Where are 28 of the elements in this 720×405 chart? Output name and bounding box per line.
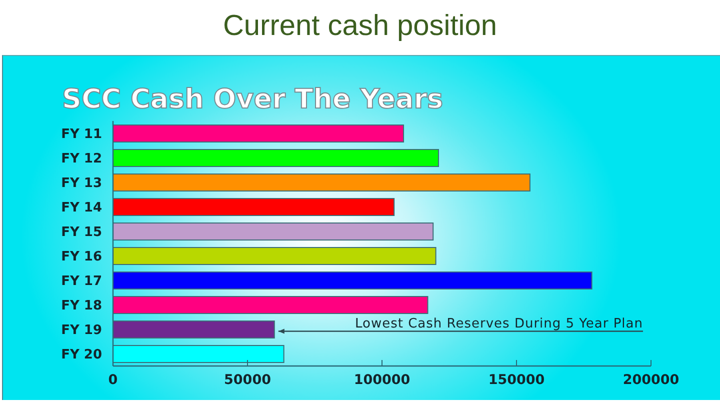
y-tick-label: FY 18 — [61, 298, 102, 314]
bar — [113, 345, 284, 363]
chart-subtitle: SCC Cash Over The Years — [62, 83, 444, 117]
bar — [113, 222, 434, 240]
bar — [113, 247, 436, 265]
chart-title: Current cash position — [222, 9, 498, 44]
bar — [113, 174, 530, 192]
y-tick-label: FY 12 — [61, 151, 102, 166]
bar — [113, 320, 275, 338]
y-tick-label: FY 16 — [61, 249, 102, 264]
bar — [113, 149, 439, 167]
y-tick-label: FY 20 — [61, 347, 102, 362]
y-tick-label: FY 19 — [61, 322, 102, 338]
y-tick-label: FY 15 — [61, 224, 102, 240]
y-tick-label: FY 11 — [61, 126, 102, 142]
x-tick-label: 50000 — [224, 372, 271, 388]
bar — [113, 272, 592, 290]
x-tick-label: 150000 — [488, 372, 545, 388]
y-tick-label: FY 17 — [61, 274, 102, 289]
bar — [113, 198, 395, 216]
x-tick-label: 100000 — [354, 372, 410, 388]
annotation: Lowest Cash Reserves During 5 Year Plan — [355, 316, 643, 332]
x-tick-label: 200000 — [622, 372, 680, 388]
bar — [113, 124, 404, 142]
y-tick-label: FY 13 — [61, 176, 102, 191]
bar — [113, 296, 428, 314]
x-tick-label: 0 — [108, 372, 118, 388]
y-tick-label: FY 14 — [61, 200, 102, 216]
